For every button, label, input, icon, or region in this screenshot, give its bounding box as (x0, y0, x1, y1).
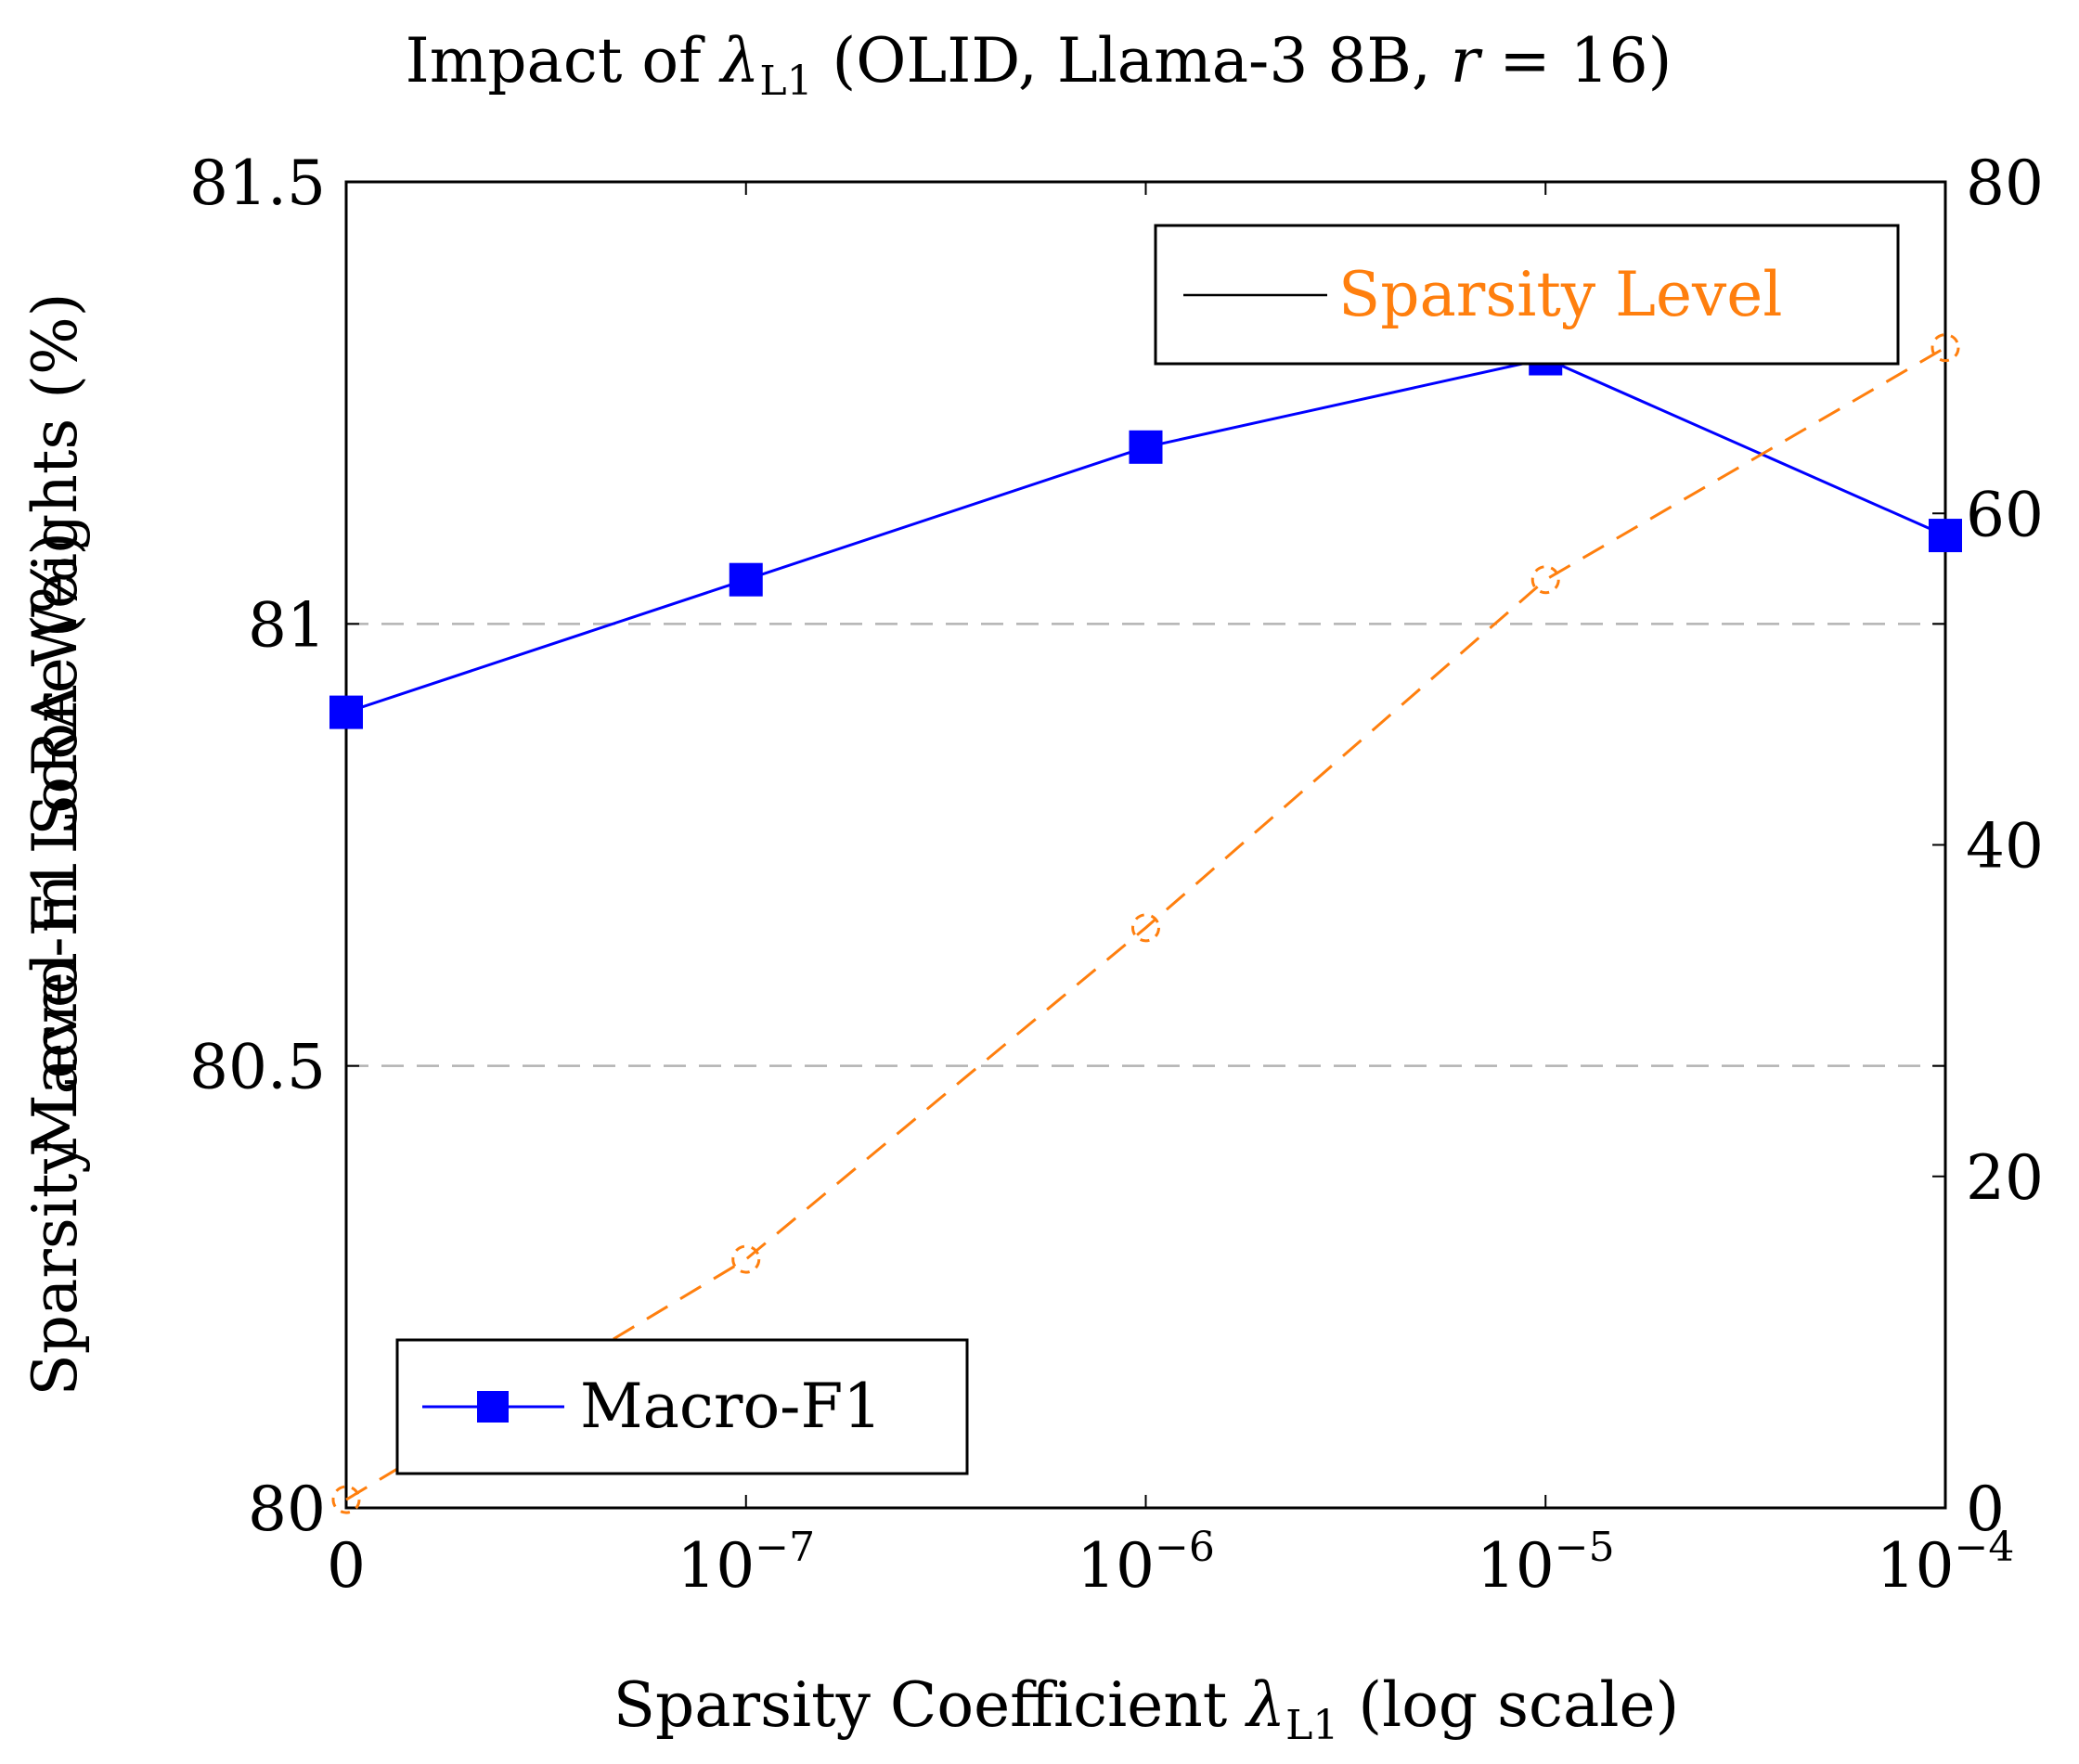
x-tick-label: 10−7 (677, 1524, 815, 1602)
legend-macro-f1: Macro-F1 (395, 1338, 969, 1475)
y-left-tick-label: 80.5 (189, 1032, 326, 1103)
legend-sparsity-label: Sparsity Level (1338, 259, 1782, 330)
legend-macro-f1-label: Macro-F1 (580, 1371, 882, 1442)
data-point-sparsity (331, 1485, 361, 1514)
data-point-macro-f1 (1929, 519, 1962, 553)
series-line-sparsity (345, 346, 1946, 1501)
data-point-sparsity (1930, 333, 1960, 363)
y-left-tick-label: 80 (248, 1474, 326, 1545)
x-tick-label: 0 (327, 1530, 366, 1602)
data-point-sparsity (1131, 913, 1160, 943)
chart-title: Impact of λL1 (OLID, Llama-3 8B, r = 16) (406, 25, 1672, 105)
y-axis-label-macro-f1: Macro-F1 Score (%) (19, 532, 91, 1157)
legend-macro-f1-marker (477, 1391, 509, 1423)
y-right-tick-label: 60 (1966, 479, 2044, 550)
y-left-tick-label: 81.5 (189, 148, 326, 219)
grid-lines (346, 623, 1945, 1067)
series (329, 333, 1962, 1514)
y-axis-label-sparsity: Sparsity Level in LoRA Weights (%) (19, 293, 91, 1397)
data-point-macro-f1 (1129, 430, 1163, 464)
data-point-sparsity (731, 1244, 761, 1274)
data-point-sparsity (1530, 565, 1560, 595)
x-tick-label: 10−6 (1077, 1524, 1215, 1602)
y-left-tick-label: 81 (248, 589, 326, 661)
y-right-tick-label: 80 (1966, 148, 2044, 219)
plot-area-frame (344, 180, 1947, 1510)
y-right-tick-label: 20 (1966, 1142, 2044, 1214)
y-right-tick-label: 0 (1966, 1474, 2005, 1545)
data-point-macro-f1 (329, 695, 363, 729)
y-right-tick-label: 40 (1966, 811, 2044, 882)
legend-sparsity: Sparsity Level (1154, 224, 1900, 366)
data-point-macro-f1 (729, 562, 763, 597)
x-axis-label: Sparsity Coefficient λL1 (log scale) (613, 1669, 1680, 1749)
x-tick-label: 10−5 (1477, 1524, 1615, 1602)
series-line-macro-f1 (345, 356, 1946, 715)
x-tick-label: 10−4 (1877, 1524, 2015, 1602)
